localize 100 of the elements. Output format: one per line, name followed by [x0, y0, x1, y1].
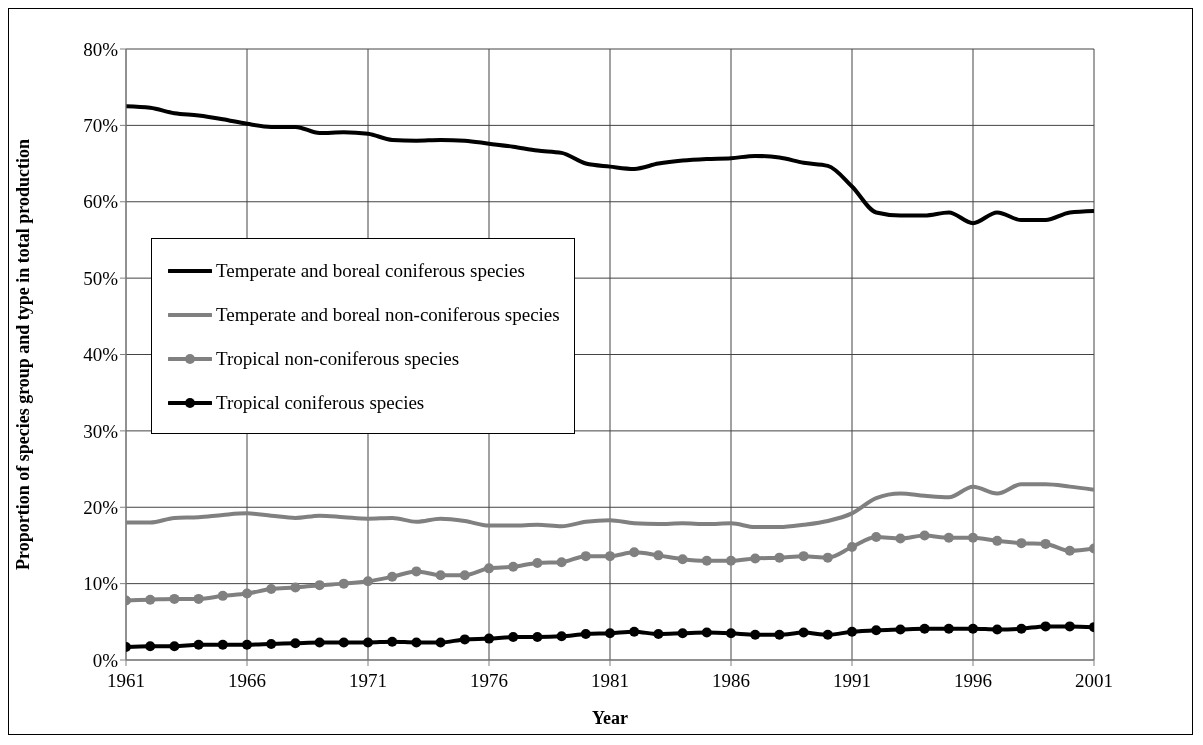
point	[726, 555, 736, 566]
point	[943, 623, 954, 634]
point	[217, 590, 228, 601]
point	[653, 550, 664, 561]
point	[290, 582, 301, 593]
point	[387, 571, 398, 582]
point	[314, 580, 325, 591]
point	[750, 629, 761, 640]
point	[701, 555, 712, 566]
y-tick-label: 20%	[83, 496, 119, 518]
point	[1040, 538, 1051, 549]
point	[847, 626, 857, 637]
point	[629, 626, 640, 637]
point	[919, 623, 930, 634]
y-tick-label: 70%	[83, 115, 119, 137]
y-tick-label: 10%	[83, 573, 119, 595]
x-tick-label: 1986	[712, 670, 750, 692]
point	[992, 535, 1003, 546]
point	[508, 561, 519, 572]
y-tick-label: 60%	[83, 191, 119, 213]
x-tick-label: 1961	[107, 670, 145, 692]
legend-label: Temperate and boreal coniferous species	[216, 260, 525, 282]
point	[774, 552, 785, 563]
point	[871, 532, 882, 543]
point	[266, 638, 277, 649]
point	[532, 632, 543, 643]
point	[847, 541, 857, 552]
legend-label: Tropical coniferous species	[216, 392, 425, 414]
y-tick-label: 80%	[83, 38, 119, 60]
point	[242, 588, 252, 599]
point	[750, 553, 761, 564]
point	[459, 634, 470, 645]
point	[145, 594, 156, 605]
point	[774, 629, 785, 640]
point	[919, 530, 930, 541]
y-tick-label: 30%	[83, 420, 119, 442]
point	[435, 637, 446, 648]
point	[629, 547, 640, 558]
point	[556, 631, 567, 642]
point	[145, 641, 156, 652]
point	[266, 583, 277, 594]
point	[338, 637, 349, 648]
point	[580, 551, 591, 562]
point	[435, 570, 446, 581]
point	[387, 636, 398, 647]
y-tick-label: 40%	[83, 344, 119, 366]
point	[532, 558, 543, 568]
point	[605, 551, 615, 562]
point	[1040, 621, 1051, 632]
x-axis-title: Year	[592, 708, 628, 728]
x-tick-label: 1991	[833, 670, 871, 692]
point	[484, 633, 494, 644]
y-tick-label: 0%	[92, 649, 119, 671]
point	[943, 532, 954, 543]
point	[556, 557, 567, 568]
x-tick-label: 1996	[954, 670, 992, 692]
point	[459, 570, 470, 581]
point	[193, 593, 204, 604]
x-tick-label: 1976	[470, 670, 508, 692]
point	[1016, 538, 1027, 549]
point	[242, 639, 252, 650]
point	[411, 566, 422, 577]
point	[363, 637, 373, 648]
point	[169, 593, 180, 604]
point	[968, 623, 978, 634]
point	[290, 638, 301, 649]
y-axis-title: Proportion of species group and type in total production	[13, 138, 34, 571]
point	[968, 532, 978, 543]
x-tick-label: 2001	[1075, 670, 1113, 692]
point	[726, 628, 736, 639]
point	[701, 627, 712, 638]
point	[363, 576, 373, 587]
point	[605, 628, 615, 639]
point	[822, 552, 833, 563]
point	[193, 639, 204, 650]
point	[1064, 621, 1075, 632]
point	[871, 625, 882, 636]
point	[169, 641, 180, 652]
point	[580, 629, 591, 640]
point	[1016, 623, 1027, 634]
x-tick-label: 1981	[591, 670, 629, 692]
point	[653, 629, 664, 640]
point	[484, 563, 494, 574]
point	[508, 632, 519, 643]
line-series	[126, 104, 1094, 226]
point	[411, 637, 422, 648]
point	[677, 554, 688, 565]
legend-label: Tropical non-coniferous species	[216, 348, 460, 370]
point	[677, 628, 688, 639]
point	[1064, 545, 1075, 556]
point	[798, 627, 809, 638]
point	[895, 533, 906, 544]
x-tick-label: 1966	[228, 670, 266, 692]
point	[338, 578, 349, 589]
point	[314, 637, 325, 648]
point	[217, 639, 228, 650]
legend-label: Temperate and boreal non-coniferous species	[216, 304, 560, 326]
y-tick-label: 50%	[83, 267, 119, 289]
point	[822, 629, 833, 640]
x-tick-label: 1971	[349, 670, 387, 692]
